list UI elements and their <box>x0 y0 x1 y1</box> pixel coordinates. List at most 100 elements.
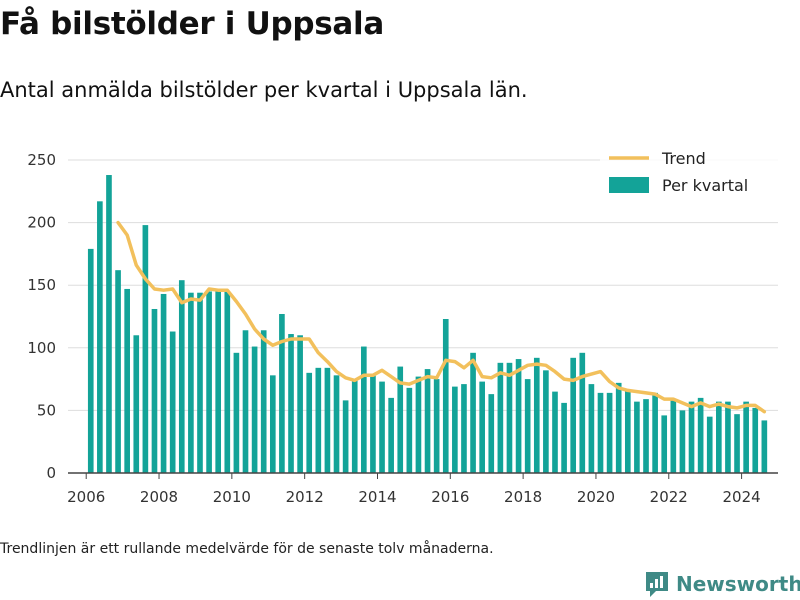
bar <box>652 392 658 473</box>
bar <box>97 201 103 474</box>
y-tick-label: 50 <box>37 401 56 419</box>
bar <box>533 357 540 473</box>
bar <box>552 391 558 473</box>
bar <box>388 397 394 473</box>
bar <box>306 372 313 473</box>
x-tick-label: 2016 <box>431 488 469 506</box>
x-tick-label: 2020 <box>577 488 615 506</box>
legend-background <box>600 146 778 204</box>
bar <box>634 401 640 473</box>
bar <box>643 399 649 473</box>
bar <box>461 384 467 473</box>
bar <box>279 313 285 473</box>
x-axis: 2006 2008 2010 2012 2014 2016 2018 2020 2022 2024 <box>67 472 778 506</box>
bar <box>670 399 677 473</box>
y-tick-label: 150 <box>27 276 56 294</box>
legend-label: Per kvartal <box>662 176 748 195</box>
bar <box>324 367 331 473</box>
bar <box>197 292 203 473</box>
chart-subtitle: Antal anmälda bilstölder per kvartal i U… <box>0 78 528 102</box>
bar <box>615 382 622 473</box>
bar <box>115 270 121 473</box>
bar <box>579 352 586 473</box>
y-tick-label: 250 <box>27 151 56 169</box>
bar <box>288 334 294 473</box>
x-tick-label: 2022 <box>650 488 688 506</box>
bar <box>169 331 176 473</box>
bar <box>679 410 686 473</box>
bar <box>415 376 422 473</box>
x-tick-label: 2010 <box>213 488 251 506</box>
bar <box>242 330 249 473</box>
bar <box>297 335 303 473</box>
trend-line <box>116 220 767 414</box>
bar <box>570 357 577 473</box>
chart-title: Få bilstölder i Uppsala <box>0 6 384 42</box>
bar <box>488 394 495 473</box>
bar <box>561 402 567 473</box>
x-tick-label: 2014 <box>358 488 396 506</box>
bar <box>506 362 513 473</box>
bar <box>688 401 695 473</box>
bar <box>479 381 485 473</box>
bar <box>706 416 713 473</box>
y-tick-label: 100 <box>27 339 56 357</box>
bar <box>397 366 404 473</box>
brand-name: Newsworthy <box>676 572 800 596</box>
y-tick-label: 200 <box>27 214 56 232</box>
bar <box>87 248 94 473</box>
bar <box>433 379 440 473</box>
bar <box>452 386 458 473</box>
x-tick-label: 2006 <box>67 488 105 506</box>
bar <box>178 280 185 473</box>
bar <box>524 379 531 473</box>
bar <box>470 352 476 473</box>
bar <box>106 175 112 474</box>
bar <box>734 414 740 473</box>
bar <box>424 369 431 473</box>
bar <box>725 401 731 473</box>
bar <box>151 308 158 473</box>
bar <box>697 397 704 473</box>
bar <box>269 375 276 473</box>
bar <box>224 291 231 473</box>
bar <box>160 293 167 473</box>
bar <box>215 291 222 473</box>
bar <box>497 362 504 473</box>
bar <box>606 392 613 473</box>
x-tick-label: 2012 <box>286 488 324 506</box>
bar <box>543 370 549 473</box>
bar <box>752 407 759 473</box>
bar <box>761 420 768 473</box>
bar <box>342 400 349 473</box>
legend-label: Trend <box>661 149 706 168</box>
bar <box>661 415 668 473</box>
bar <box>351 379 358 473</box>
newsworthy-logo-icon <box>646 572 668 597</box>
bar <box>743 401 749 473</box>
bar <box>406 387 413 473</box>
x-tick-label: 2018 <box>504 488 542 506</box>
y-axis-tick-labels: 0 50 100 150 200 250 <box>27 151 56 482</box>
trend-line-series <box>116 220 767 414</box>
bar <box>124 288 130 473</box>
bar <box>370 375 376 473</box>
bar <box>133 335 140 473</box>
bar <box>379 381 385 473</box>
bar <box>361 346 367 473</box>
bar <box>442 319 449 473</box>
bar <box>260 330 267 473</box>
x-tick-label: 2024 <box>722 488 760 506</box>
bar <box>588 384 595 473</box>
bar <box>188 292 194 473</box>
legend-swatch-bars <box>609 177 649 193</box>
legend: Trend Per kvartal <box>600 146 778 204</box>
bar <box>597 392 604 473</box>
bar <box>233 352 240 473</box>
bar <box>515 359 522 473</box>
bar <box>142 225 149 473</box>
bar <box>315 367 322 473</box>
x-tick-label: 2008 <box>140 488 178 506</box>
brand-logo[interactable]: Newsworthy <box>644 568 800 600</box>
bar <box>333 375 340 473</box>
